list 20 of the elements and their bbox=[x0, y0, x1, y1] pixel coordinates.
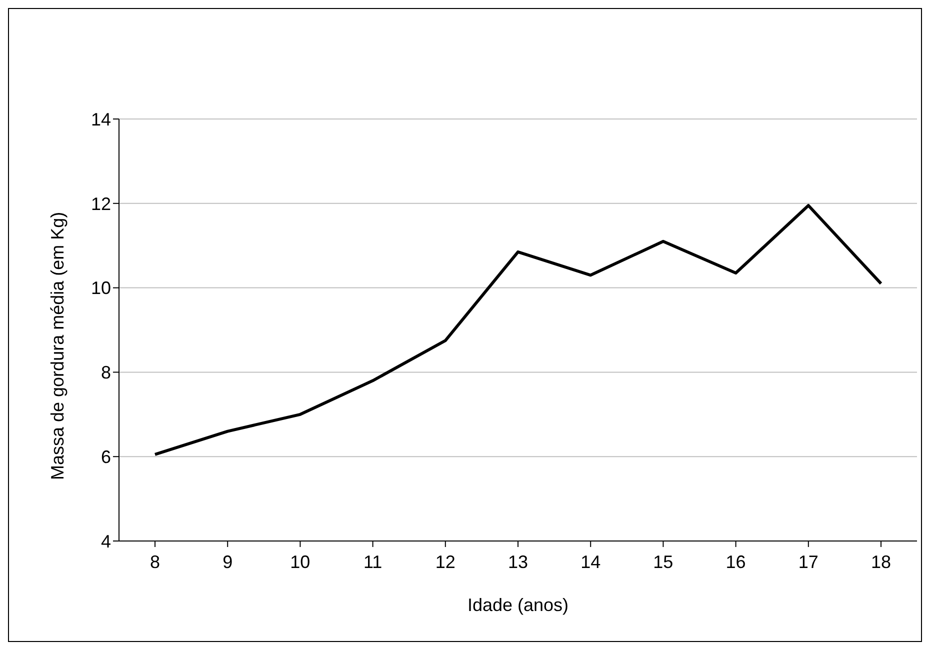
x-tick-label: 18 bbox=[870, 552, 892, 572]
y-axis-title: Massa de gordura média (em Kg) bbox=[47, 212, 68, 480]
x-tick-label: 14 bbox=[580, 552, 601, 572]
x-tick-label: 16 bbox=[726, 552, 746, 572]
x-tick-label: 9 bbox=[222, 552, 233, 572]
x-axis-title: Idade (anos) bbox=[467, 595, 569, 615]
y-tick-label: 4 bbox=[100, 531, 111, 552]
x-tick-label: 8 bbox=[150, 552, 160, 572]
y-tick-label: 6 bbox=[100, 446, 111, 467]
y-tick-label: 12 bbox=[90, 194, 111, 214]
x-tick-label: 17 bbox=[798, 552, 818, 572]
x-tick-label: 11 bbox=[363, 552, 382, 572]
y-tick-label: 10 bbox=[90, 278, 111, 298]
x-tick-label: 13 bbox=[508, 552, 528, 572]
x-tick-label: 12 bbox=[435, 552, 456, 572]
y-tick-label: 8 bbox=[100, 362, 111, 383]
line-series bbox=[154, 204, 882, 456]
x-tick-label: 15 bbox=[653, 552, 674, 572]
x-tick-label: 10 bbox=[290, 552, 310, 572]
y-tick-label: 14 bbox=[90, 109, 111, 130]
